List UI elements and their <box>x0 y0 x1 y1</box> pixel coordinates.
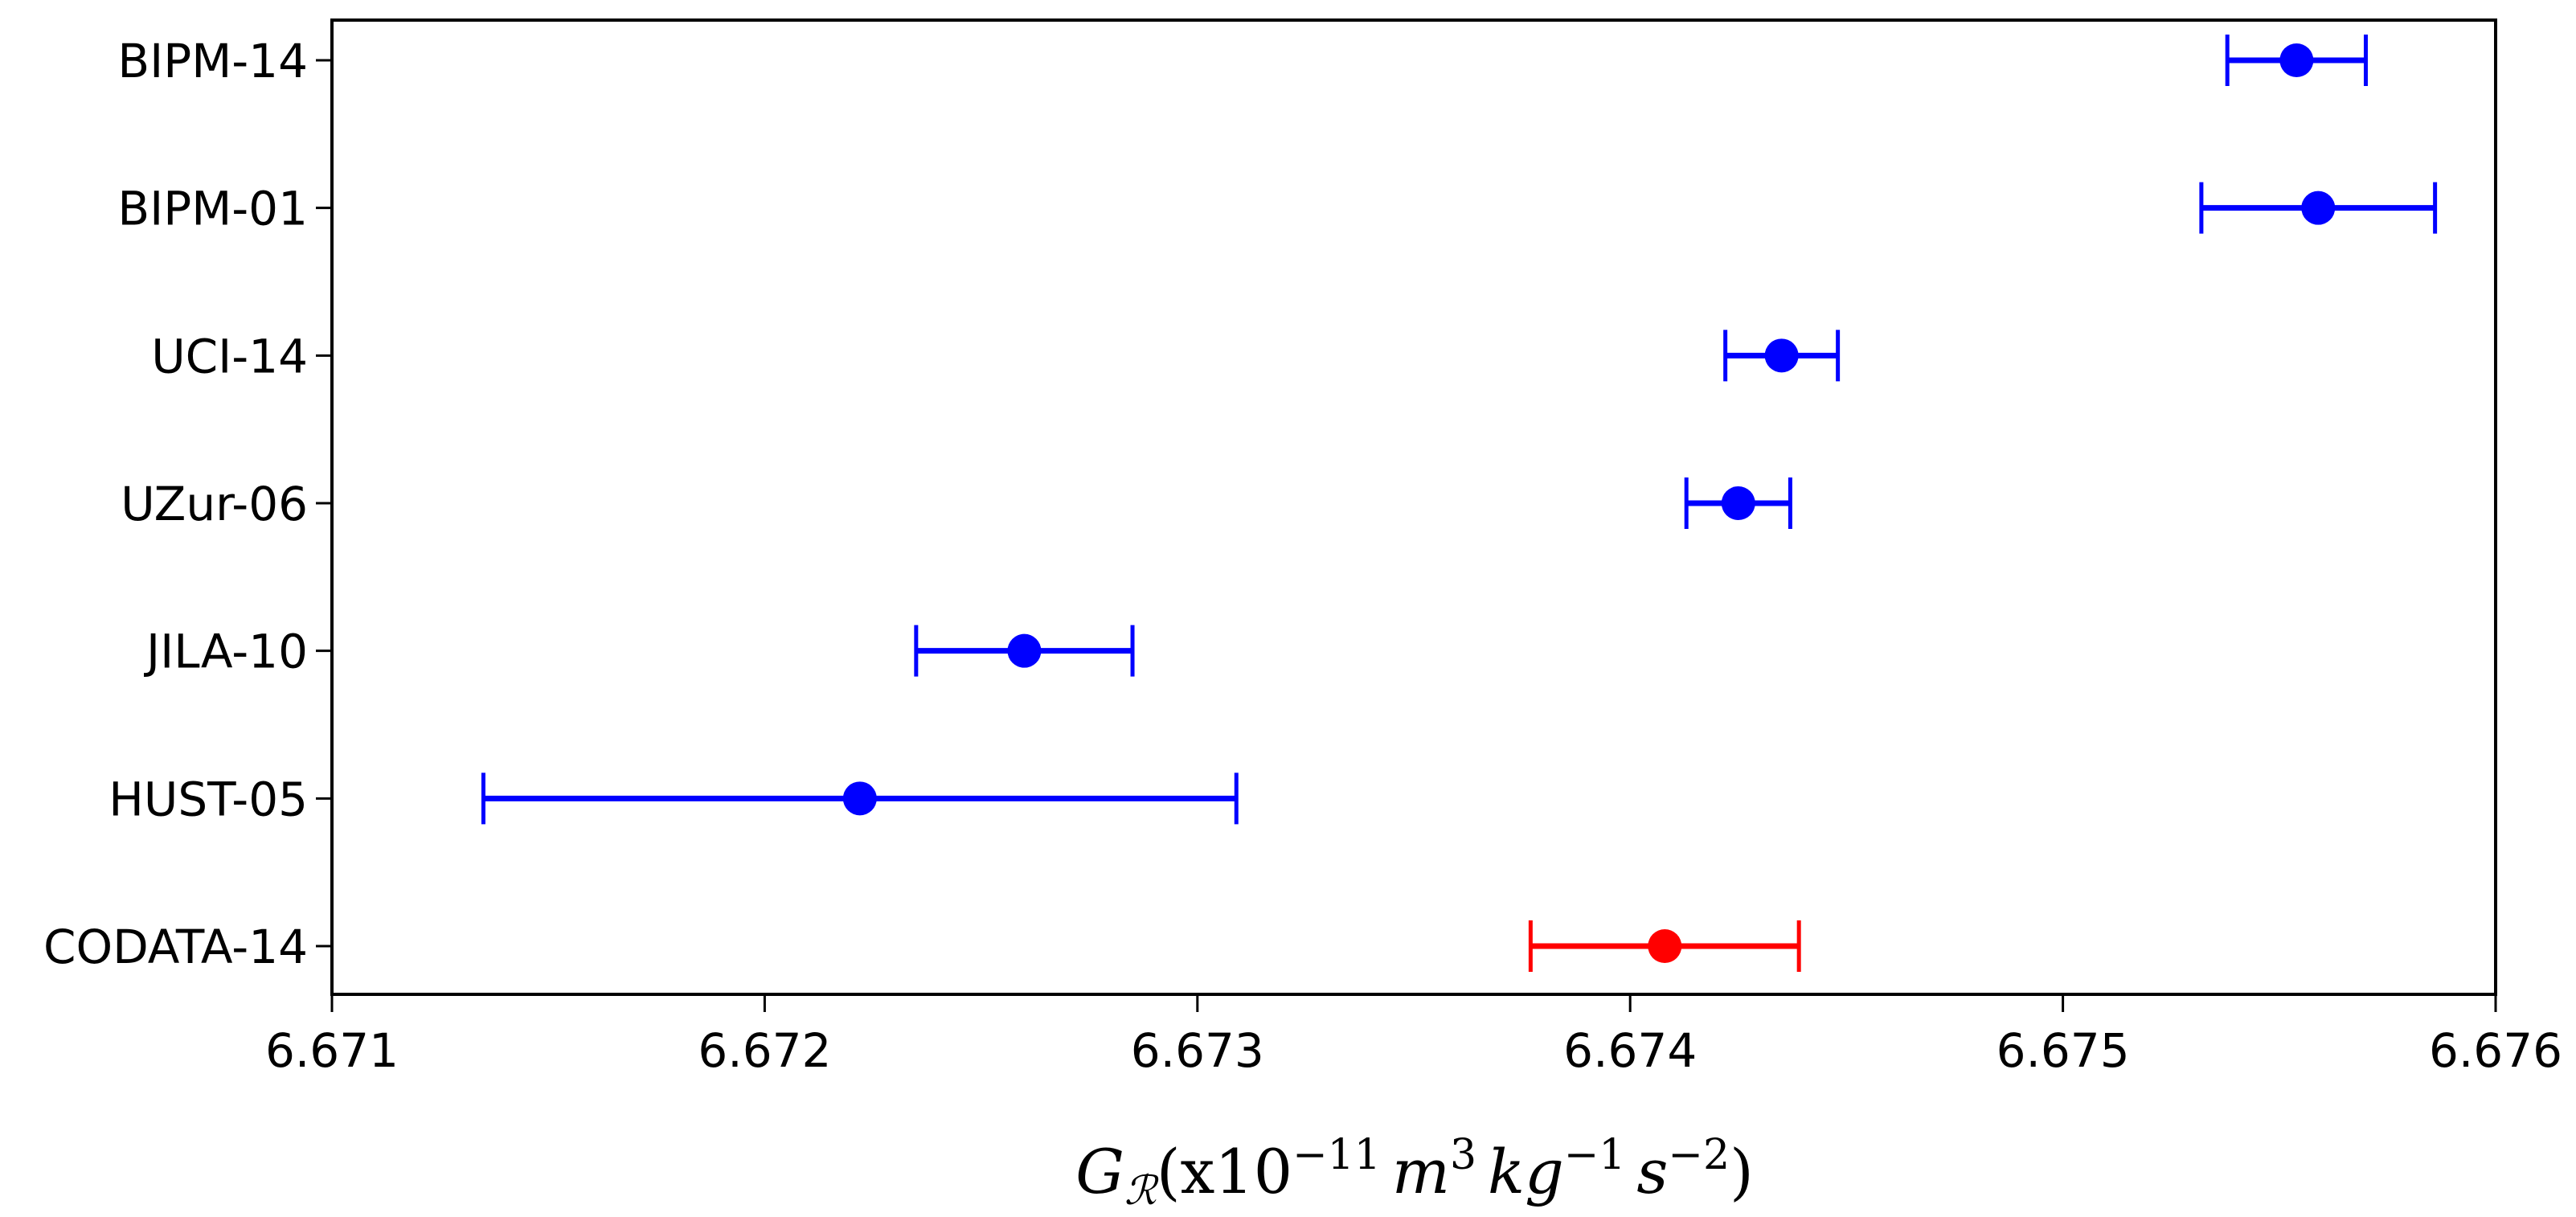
data-marker <box>1648 929 1682 963</box>
x-axis: 6.671 6.672 6.673 6.674 6.675 6.676 <box>265 994 2562 1078</box>
y-tick-label: BIPM-14 <box>117 34 308 88</box>
x-tick-label: 6.672 <box>698 1023 831 1078</box>
y-tick-label: UCI-14 <box>151 329 308 383</box>
data-marker <box>842 781 877 816</box>
data-marker <box>1721 486 1755 520</box>
data-marker <box>2279 43 2314 77</box>
errorbar-point <box>1723 330 1841 382</box>
x-tick-label: 6.674 <box>1563 1023 1697 1078</box>
data-marker <box>2301 191 2336 225</box>
errorbar-point <box>2199 182 2438 234</box>
y-tick-label: HUST-05 <box>109 772 308 826</box>
axes-frame <box>330 18 2497 996</box>
data-marker <box>1007 633 1042 668</box>
y-axis: BIPM-14 BIPM-01 UCI-14 UZur-06 JILA-10 HUST-0… <box>43 34 332 974</box>
x-tick-label: 6.675 <box>1997 1023 2130 1078</box>
y-tick-label: JILA-10 <box>144 625 308 679</box>
x-tick-label: 6.671 <box>265 1023 399 1078</box>
plot-area <box>481 35 2438 972</box>
y-tick-label: CODATA-14 <box>43 920 308 974</box>
x-axis-label: Gℛ(x10−11 m3 kg−1 s−2) <box>1075 1131 1753 1214</box>
y-tick-label: BIPM-01 <box>117 182 308 236</box>
errorbar-point <box>1528 920 1801 972</box>
x-tick-label: 6.676 <box>2429 1023 2562 1078</box>
errorbar-point <box>2225 35 2368 86</box>
x-tick-label: 6.673 <box>1131 1023 1264 1078</box>
errorbar-point <box>481 772 1239 825</box>
errorbar-point <box>914 625 1135 677</box>
errorbar-point <box>1684 477 1792 529</box>
y-tick-label: UZur-06 <box>121 477 308 531</box>
data-marker <box>1764 338 1799 373</box>
